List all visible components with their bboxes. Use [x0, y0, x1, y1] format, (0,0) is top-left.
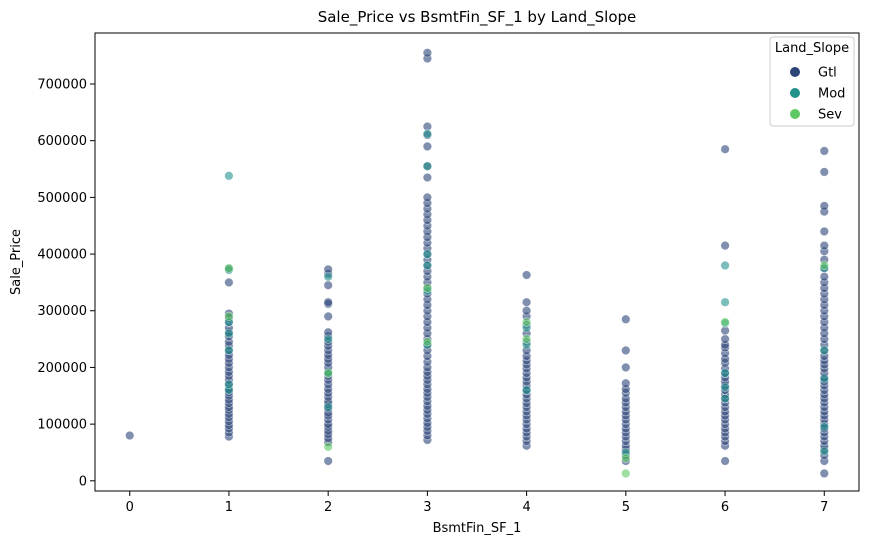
legend-label-sev: Sev — [818, 108, 842, 123]
data-point-mod — [323, 272, 333, 282]
data-point-gtl — [422, 48, 433, 58]
data-point-gtl — [323, 297, 333, 307]
data-point-sev — [621, 453, 631, 463]
x-tick-label: 6 — [721, 500, 729, 515]
data-point-gtl — [521, 297, 532, 307]
x-tick-label: 2 — [324, 500, 332, 515]
y-tick-label: 100000 — [37, 418, 87, 433]
x-tick-label: 4 — [522, 500, 530, 515]
data-point-gtl — [621, 314, 631, 324]
data-point-mod — [521, 385, 532, 395]
data-point-mod — [422, 129, 433, 139]
data-point-mod — [720, 382, 730, 392]
data-point-mod — [422, 249, 433, 259]
data-point-gtl — [819, 167, 829, 177]
data-point-mod — [323, 402, 333, 412]
data-point-mod — [720, 394, 730, 404]
data-point-mod — [422, 161, 433, 171]
data-point-gtl — [819, 226, 829, 236]
y-tick-label: 200000 — [37, 361, 87, 376]
data-point-sev — [422, 337, 433, 347]
y-axis: 0 100000 200000 300000 400000 500000 600000 700… — [37, 78, 95, 489]
data-point-gtl — [125, 430, 135, 441]
data-point-mod — [224, 171, 234, 181]
data-point-gtl — [819, 201, 829, 211]
data-point-mod — [819, 345, 829, 356]
data-point-gtl — [720, 456, 730, 466]
data-point-gtl — [621, 345, 631, 356]
data-point-mod — [224, 345, 234, 356]
y-tick-label: 300000 — [37, 304, 87, 319]
legend-marker-mod — [790, 88, 800, 98]
data-point-sev — [819, 260, 829, 271]
data-point-gtl — [621, 378, 631, 388]
data-point-sev — [224, 263, 234, 273]
legend-marker-sev — [790, 109, 800, 119]
data-point-sev — [521, 317, 532, 327]
data-point-gtl — [819, 272, 829, 282]
data-point-mod — [224, 379, 234, 390]
data-point-sev — [621, 468, 631, 479]
y-axis-label: Sale_Price — [9, 229, 24, 295]
legend-label-gtl: Gtl — [818, 66, 837, 81]
legend: Land_Slope Gtl Mod Sev — [769, 36, 855, 127]
y-tick-label: 500000 — [37, 191, 87, 206]
x-tick-label: 5 — [622, 500, 630, 515]
data-point-gtl — [422, 141, 433, 151]
data-point-gtl — [720, 334, 730, 344]
data-point-gtl — [720, 144, 730, 154]
data-point-gtl — [521, 270, 532, 280]
data-point-gtl — [422, 172, 433, 183]
plot-area-frame — [94, 32, 860, 492]
points-layer — [125, 48, 829, 479]
data-point-sev — [720, 317, 730, 327]
x-tick-label: 1 — [225, 500, 233, 515]
data-point-sev — [323, 442, 333, 452]
legend-box — [769, 36, 855, 127]
data-point-gtl — [819, 468, 829, 479]
y-tick-label: 400000 — [37, 248, 87, 263]
x-tick-label: 3 — [423, 500, 431, 515]
x-axis: 0 1 2 3 4 5 6 7 — [126, 491, 828, 515]
data-point-sev — [422, 283, 433, 293]
data-point-gtl — [422, 192, 433, 202]
data-point-mod — [422, 260, 433, 271]
y-tick-label: 700000 — [37, 78, 87, 93]
data-point-mod — [720, 368, 730, 378]
data-point-gtl — [621, 362, 631, 373]
data-point-gtl — [224, 277, 234, 288]
data-point-gtl — [720, 241, 730, 251]
data-point-sev — [521, 334, 532, 344]
data-point-gtl — [819, 241, 829, 251]
data-point-mod — [819, 422, 829, 432]
data-point-sev — [224, 311, 234, 322]
data-point-mod — [224, 328, 234, 339]
data-point-mod — [819, 446, 829, 456]
x-axis-label: BsmtFin_SF_1 — [433, 521, 522, 536]
legend-marker-gtl — [790, 67, 800, 77]
data-point-mod — [720, 260, 730, 271]
data-point-gtl — [323, 456, 333, 466]
data-point-gtl — [323, 280, 333, 290]
data-point-gtl — [819, 146, 829, 156]
data-point-gtl — [323, 311, 333, 322]
legend-label-mod: Mod — [818, 87, 845, 102]
y-tick-label: 600000 — [37, 134, 87, 149]
chart-title: Sale_Price vs BsmtFin_SF_1 by Land_Slope — [318, 8, 637, 27]
data-point-mod — [720, 297, 730, 307]
y-tick-label: 0 — [79, 474, 87, 489]
data-point-mod — [323, 334, 333, 344]
legend-title: Land_Slope — [775, 41, 849, 56]
x-tick-label: 7 — [820, 500, 828, 515]
data-point-mod — [819, 374, 829, 384]
data-point-gtl — [521, 306, 532, 316]
data-point-sev — [323, 368, 333, 378]
x-tick-label: 0 — [126, 500, 134, 515]
